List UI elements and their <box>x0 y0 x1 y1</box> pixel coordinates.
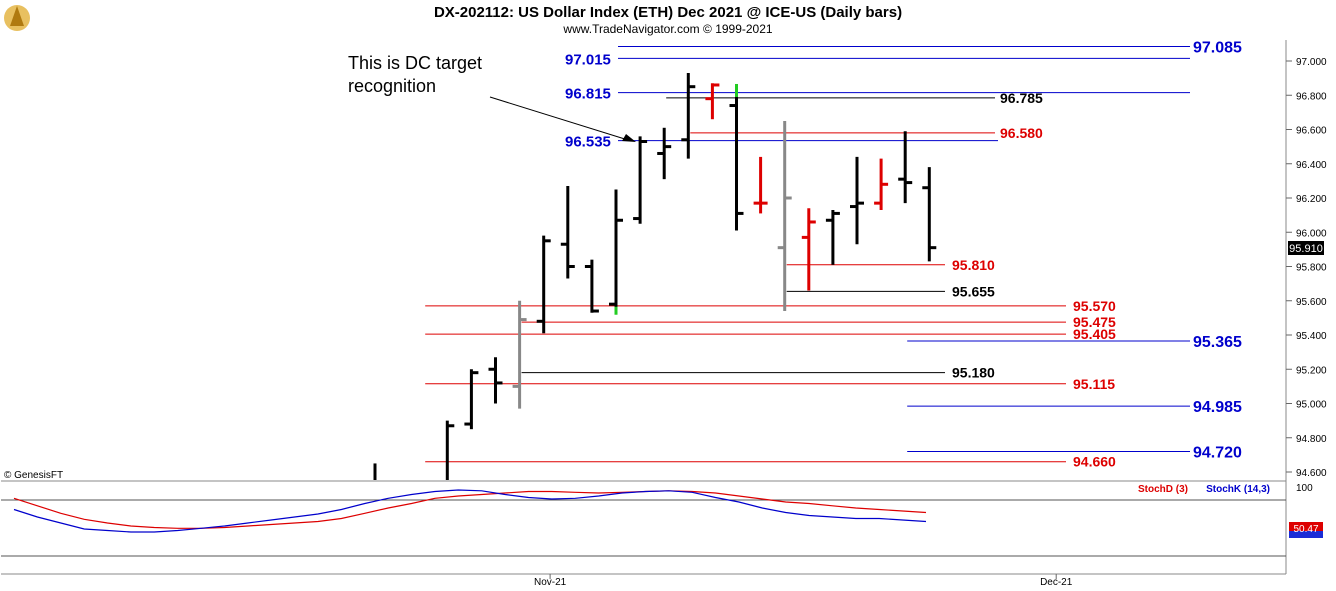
level-label: 95.180 <box>952 365 995 381</box>
y-tick-label: 96.600 <box>1296 126 1327 137</box>
y-tick-label: 95.000 <box>1296 400 1327 411</box>
target-levels: 97.085 97.015 96.815 96.785 96.580 96.535 95.8… <box>425 39 1242 470</box>
y-tick-label: 96.000 <box>1296 228 1327 239</box>
x-tick-label: Dec-21 <box>1040 577 1073 588</box>
price-axis: 97.000 96.800 96.600 96.400 96.200 96.000 95.8… <box>1286 57 1327 479</box>
plot-frames <box>1 40 1287 575</box>
chart-subtitle: www.TradeNavigator.com © 1999-2021 <box>562 22 772 36</box>
watermark: © GenesisFT <box>4 470 63 481</box>
stoch-legend-k: StochK (14,3) <box>1206 484 1270 495</box>
chart-title: DX-202112: US Dollar Index (ETH) Dec 202… <box>434 4 902 21</box>
price-bars <box>373 72 937 480</box>
y-tick-label: 95.800 <box>1296 263 1327 274</box>
stoch-value-label: 50.47 <box>1293 524 1318 535</box>
y-tick-label: 95.600 <box>1296 297 1327 308</box>
level-label: 95.655 <box>952 283 995 299</box>
stochastic-panel: StochD (3) StochK (14,3) 100 50.47 <box>13 483 1323 538</box>
level-label: 96.785 <box>1000 90 1043 106</box>
level-label: 95.475 <box>1073 314 1116 330</box>
stoch-y-tick: 100 <box>1296 483 1313 494</box>
level-label: 96.580 <box>1000 125 1043 141</box>
annotation-arrow <box>489 96 636 142</box>
level-label: 94.720 <box>1193 444 1242 461</box>
last-price-badge <box>1288 241 1324 255</box>
level-label: 94.660 <box>1073 454 1116 470</box>
y-tick-label: 96.400 <box>1296 160 1327 171</box>
level-label: 95.115 <box>1073 376 1115 392</box>
annotation-line-2: recognition <box>348 76 436 96</box>
annotation-line-1: This is DC target <box>348 53 482 73</box>
last-price-label: 95.910 <box>1289 243 1323 255</box>
y-tick-label: 94.800 <box>1296 434 1327 445</box>
y-tick-label: 97.000 <box>1296 57 1327 68</box>
y-tick-label: 94.600 <box>1296 468 1327 479</box>
y-tick-label: 95.400 <box>1296 331 1327 342</box>
stoch-line <box>13 490 927 529</box>
level-label: 97.085 <box>1193 39 1242 56</box>
logo-icon <box>4 5 30 31</box>
level-label: 94.985 <box>1193 399 1242 416</box>
stoch-line <box>13 489 927 533</box>
y-tick-label: 96.800 <box>1296 91 1327 102</box>
level-label: 96.535 <box>565 134 611 151</box>
stoch-value-badge-top <box>1289 522 1323 531</box>
level-label: 95.570 <box>1073 298 1116 314</box>
level-label: 95.405 <box>1073 326 1116 342</box>
level-label: 95.365 <box>1193 334 1242 351</box>
y-tick-label: 95.200 <box>1296 365 1327 376</box>
y-tick-label: 96.200 <box>1296 194 1327 205</box>
level-label: 97.015 <box>565 51 611 68</box>
level-label: 95.810 <box>952 257 995 273</box>
x-tick-label: Nov-21 <box>534 577 567 588</box>
level-label: 96.815 <box>565 86 611 103</box>
stoch-legend-d: StochD (3) <box>1138 484 1188 495</box>
date-axis: Nov-21 Dec-21 <box>534 574 1073 588</box>
